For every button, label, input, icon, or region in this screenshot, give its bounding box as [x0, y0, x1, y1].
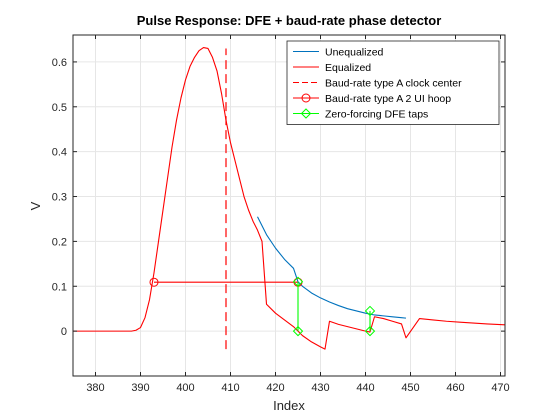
axes-box [72, 34, 506, 377]
dfe-tap-marker [364, 305, 376, 317]
legend-label: Baud-rate type A clock center [325, 77, 462, 89]
x-tick-label: 470 [491, 382, 509, 394]
dfe-tap-marker [364, 325, 376, 337]
y-tick-label: 0.5 [52, 102, 67, 114]
legend-marker [300, 108, 312, 119]
y-tick-label: 0.1 [52, 281, 67, 293]
dfe-tap-marker [292, 276, 304, 287]
x-axis-label: Index [273, 398, 305, 413]
x-tick-label: 410 [221, 382, 239, 394]
y-tick-label: 0.2 [52, 236, 67, 248]
legend-label: Unequalized [325, 46, 384, 58]
legend-marker [301, 93, 311, 103]
chart-title: Pulse Response: DFE + baud-rate phase de… [137, 13, 442, 28]
series-line [73, 47, 505, 350]
legend: Unequalized Equalized Baud-rate type A clo… [286, 40, 500, 125]
y-axis-label: V [28, 201, 43, 210]
x-tick-label: 430 [311, 382, 329, 394]
x-tick-label: 440 [356, 382, 374, 394]
plot-area: 380 390 400 410 420 430 440 450 460 470 0 0.1 0.2 0.3… [52, 34, 510, 394]
x-tick-label: 400 [176, 382, 194, 394]
legend-label: Equalized [325, 62, 371, 74]
series-line [257, 216, 407, 319]
legend-label: Zero-forcing DFE taps [325, 108, 428, 120]
y-tick-label: 0.6 [52, 57, 67, 69]
y-tick-label: 0.3 [52, 192, 67, 204]
x-tick-label: 390 [131, 382, 149, 394]
legend-box [286, 40, 500, 125]
series-group [73, 47, 505, 350]
x-tick-label: 420 [266, 382, 284, 394]
dfe-tap-marker [292, 325, 304, 337]
x-tick-label: 380 [86, 382, 104, 394]
hoop-marker [149, 277, 159, 287]
legend-label: Baud-rate type A 2 UI hoop [325, 93, 451, 105]
x-tick-label: 460 [446, 382, 464, 394]
y-tick-label: 0.4 [52, 147, 67, 159]
x-tick-label: 450 [401, 382, 419, 394]
y-tick-label: 0 [61, 326, 67, 338]
